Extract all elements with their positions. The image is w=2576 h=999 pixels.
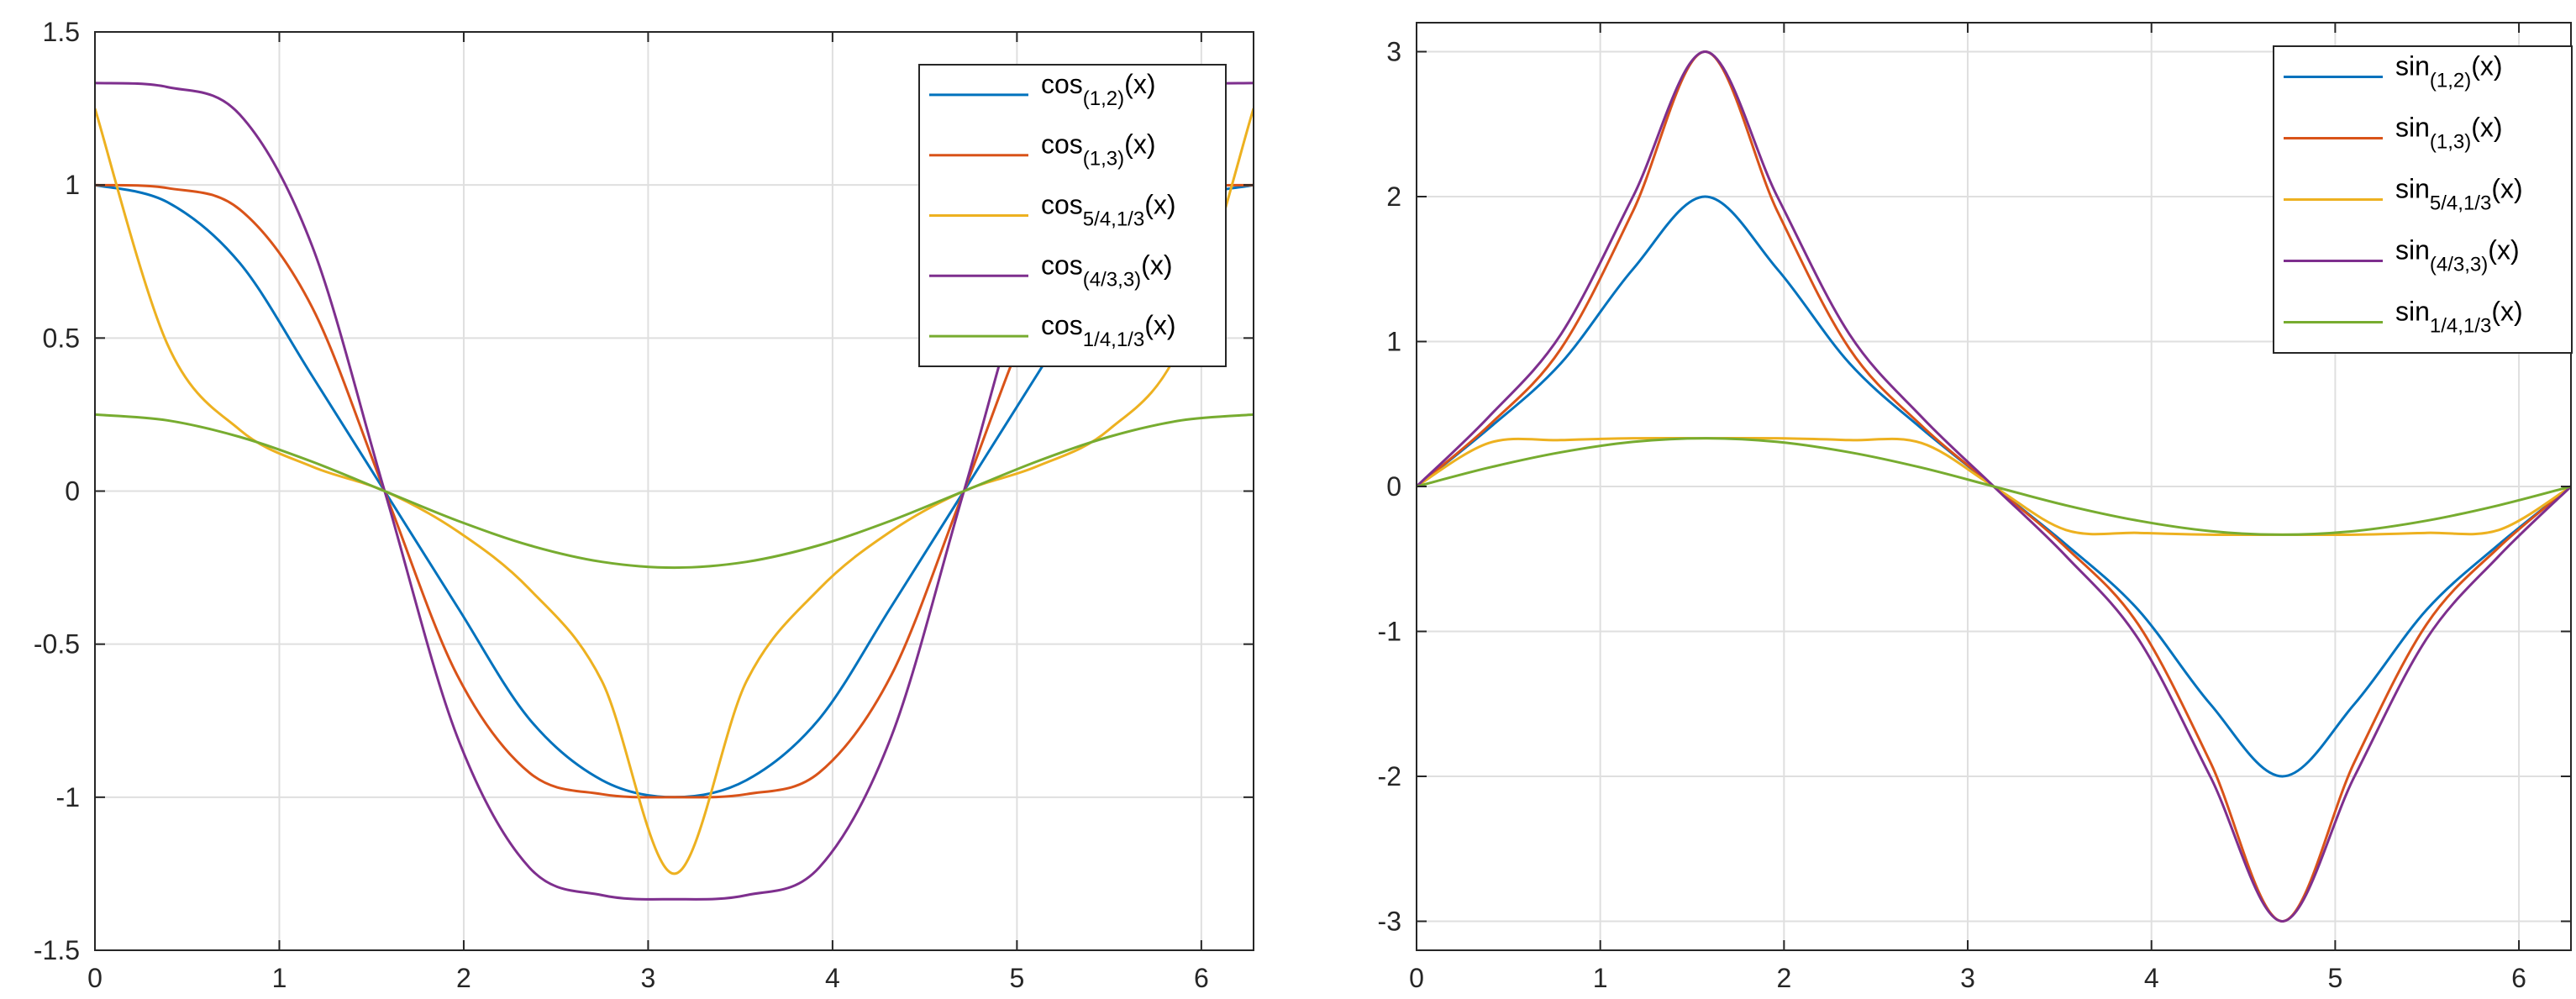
y-tick-label: -2 bbox=[1378, 761, 1401, 791]
legend-label: sin(1,2)(x) bbox=[2395, 51, 2503, 92]
y-tick-label: 1 bbox=[1386, 327, 1401, 357]
series-line-cos-5 bbox=[95, 413, 1254, 570]
legend-label: sin1/4,1/3(x) bbox=[2395, 297, 2523, 338]
legend-label: sin(4/3,3)(x) bbox=[2395, 235, 2520, 276]
x-tick-label: 4 bbox=[2144, 963, 2159, 993]
legend-label: cos(1,2)(x) bbox=[1041, 69, 1155, 110]
series-group bbox=[1417, 50, 2571, 923]
x-tick-label: 0 bbox=[87, 963, 103, 993]
x-tick-label: 2 bbox=[1776, 963, 1791, 993]
y-tick-label: 1.5 bbox=[43, 17, 80, 47]
x-tick-label: 4 bbox=[825, 963, 840, 993]
x-tick-label: 6 bbox=[1194, 963, 1209, 993]
y-tick-label: 0 bbox=[65, 476, 80, 507]
x-tick-label: 3 bbox=[1960, 963, 1975, 993]
x-tick-label: 6 bbox=[2511, 963, 2526, 993]
y-tick-label: -1 bbox=[1378, 617, 1401, 647]
series-line-cos-3 bbox=[95, 108, 1254, 875]
y-tick-label: 1 bbox=[65, 170, 80, 200]
y-tick-label: 0 bbox=[1386, 471, 1401, 502]
x-tick-label: 5 bbox=[2327, 963, 2342, 993]
x-tick-label: 5 bbox=[1009, 963, 1024, 993]
y-tick-label: -1.5 bbox=[34, 935, 80, 965]
series-line-sin-5 bbox=[1417, 437, 2571, 536]
legend-label: cos(4/3,3)(x) bbox=[1041, 250, 1172, 291]
legend-label: cos5/4,1/3(x) bbox=[1041, 190, 1176, 231]
y-tick-label: -0.5 bbox=[34, 629, 80, 660]
y-tick-label: 2 bbox=[1386, 181, 1401, 212]
legend: sin(1,2)(x) sin(1,3)(x) sin5/4,1/3(x) sin(4… bbox=[2273, 45, 2573, 354]
left-cos-chart: 0 1 2 3 4 5 6-1.5-1-0.500.511.5cos(1,2)(x)cos(… bbox=[34, 17, 1254, 993]
x-tick-label: 1 bbox=[1593, 963, 1608, 993]
x-tick-label: 3 bbox=[641, 963, 656, 993]
legend-label: cos1/4,1/3(x) bbox=[1041, 310, 1176, 351]
y-tick-label: 0.5 bbox=[43, 323, 80, 353]
y-tick-label: -3 bbox=[1378, 907, 1401, 937]
x-tick-label: 0 bbox=[1409, 963, 1424, 993]
legend-label: sin(1,3)(x) bbox=[2395, 113, 2503, 154]
x-tick-label: 1 bbox=[272, 963, 287, 993]
y-tick-label: 3 bbox=[1386, 37, 1401, 67]
y-tick-label: -1 bbox=[56, 782, 80, 812]
legend-label: sin5/4,1/3(x) bbox=[2395, 174, 2523, 215]
legend-label: cos(1,3)(x) bbox=[1041, 129, 1155, 171]
legend: cos(1,2)(x) cos(1,3)(x) cos5/4,1/3(x) cos(4… bbox=[918, 64, 1227, 367]
x-tick-label: 2 bbox=[456, 963, 471, 993]
